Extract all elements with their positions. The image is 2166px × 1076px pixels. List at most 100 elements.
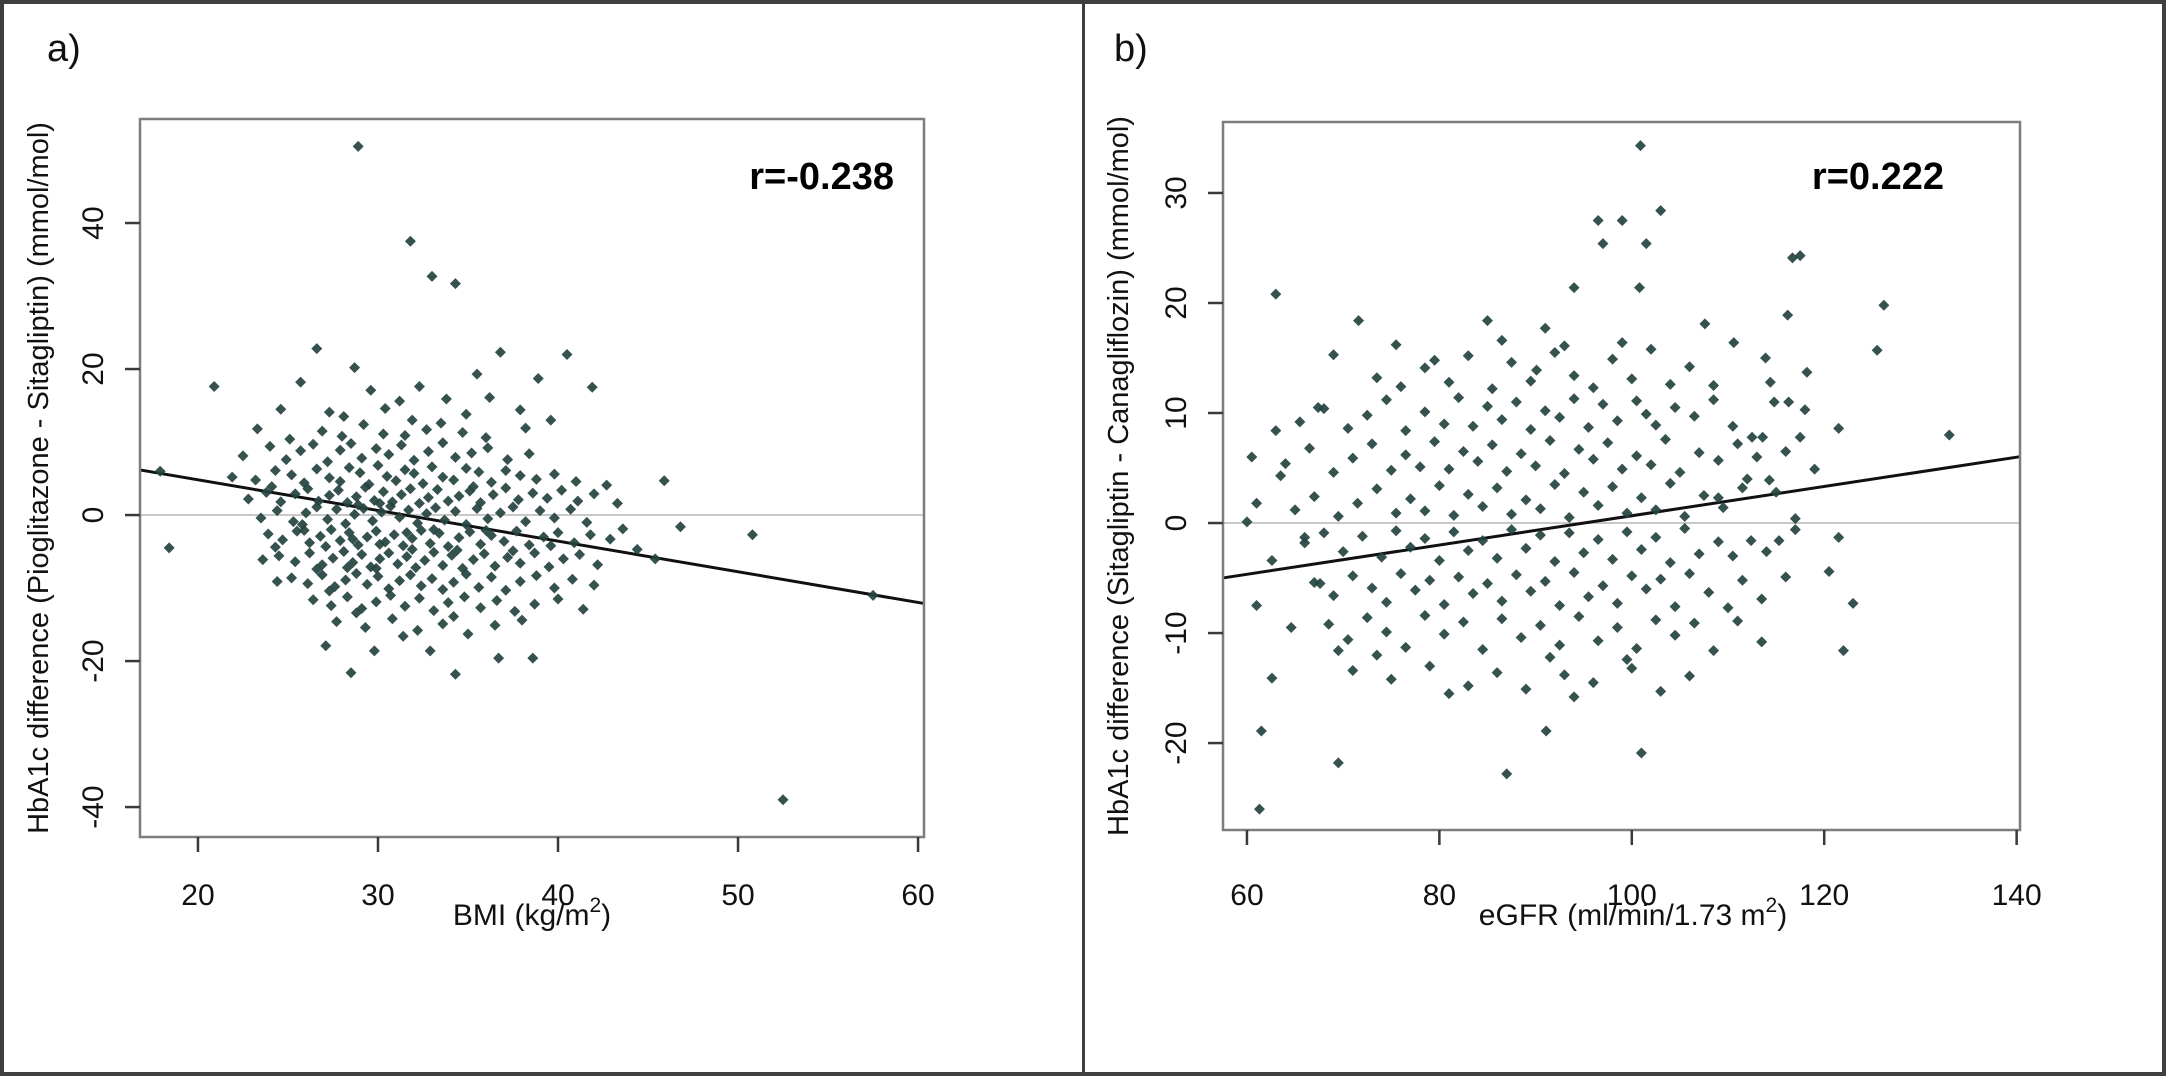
data-point (1674, 466, 1686, 478)
data-point (1789, 524, 1801, 536)
data-point (442, 495, 454, 507)
data-point (1708, 645, 1720, 657)
data-points (1241, 140, 1955, 815)
data-point (485, 476, 497, 488)
data-point (512, 494, 524, 506)
data-point (1592, 635, 1604, 647)
data-point (1429, 354, 1441, 366)
data-point (284, 433, 296, 445)
data-point (1342, 422, 1354, 434)
scatter-chart-canvas: 20 30 40 50 60 40 20 0 -20 -40 BMI (kg/m2) HbA1c di… (23, 116, 2042, 932)
data-point (1699, 318, 1711, 330)
x-axis-title: eGFR (ml/min/1.73 m2) (1479, 894, 1787, 932)
data-point (269, 465, 281, 477)
x-tick-label: 20 (181, 879, 214, 912)
y-tick-label: 20 (77, 352, 110, 385)
data-point (494, 346, 506, 358)
data-point (592, 559, 604, 571)
data-point (658, 475, 670, 487)
data-point (473, 581, 485, 593)
data-point (1255, 725, 1267, 737)
data-point (1409, 584, 1421, 596)
data-point (1554, 639, 1566, 651)
data-point (1525, 375, 1537, 387)
data-point (341, 497, 353, 509)
data-point (1640, 583, 1652, 595)
data-point (1833, 422, 1845, 434)
data-point (1756, 636, 1768, 648)
data-point (325, 600, 337, 612)
data-point (1741, 473, 1753, 485)
data-point (392, 558, 404, 570)
data-point (1419, 532, 1431, 544)
y-tick-label: -40 (77, 785, 110, 828)
data-point (352, 539, 364, 551)
data-point (1871, 344, 1883, 356)
data-point (552, 593, 564, 605)
y-tick-label: 0 (1160, 515, 1193, 532)
data-point (1587, 382, 1599, 394)
data-point (1640, 238, 1652, 250)
data-point (458, 591, 470, 603)
data-point (208, 381, 220, 393)
data-point (302, 578, 314, 590)
data-point (1371, 649, 1383, 661)
data-point (1578, 486, 1590, 498)
data-point (1380, 626, 1392, 638)
data-point (1477, 501, 1489, 513)
data-point (1395, 568, 1407, 580)
x-tick-label: 80 (1423, 879, 1456, 912)
data-point (1318, 403, 1330, 415)
data-point (440, 393, 452, 405)
data-point (397, 540, 409, 552)
data-point (1506, 356, 1518, 368)
data-point (1563, 527, 1575, 539)
data-point (327, 552, 339, 564)
data-point (390, 475, 402, 487)
data-point (404, 235, 416, 247)
x-tick-label: 50 (721, 879, 754, 912)
data-point (631, 543, 643, 555)
data-point (311, 501, 323, 513)
data-point (1477, 535, 1489, 547)
y-tick-label: -10 (1160, 611, 1193, 654)
data-point (570, 475, 582, 487)
data-point (1568, 567, 1580, 579)
data-point (527, 487, 539, 499)
data-point (415, 524, 427, 536)
data-point (422, 446, 434, 458)
data-point (374, 553, 386, 565)
data-point (1462, 545, 1474, 557)
data-point (1400, 641, 1412, 653)
regression-line (1222, 455, 2021, 580)
data-point (1722, 602, 1734, 614)
data-point (1525, 424, 1537, 436)
data-point (1534, 619, 1546, 631)
data-point (1573, 611, 1585, 623)
data-point (1703, 586, 1715, 598)
data-point (1337, 546, 1349, 558)
data-point (302, 483, 314, 495)
data-point (370, 596, 382, 608)
data-point (361, 531, 373, 543)
data-point (1467, 587, 1479, 599)
data-point (376, 506, 388, 518)
data-point (311, 343, 323, 355)
panel-divider-line (1082, 4, 1085, 1072)
data-point (1768, 396, 1780, 408)
data-point (365, 384, 377, 396)
data-point (437, 559, 449, 571)
data-point (372, 459, 384, 471)
data-point (1453, 571, 1465, 583)
data-point (1361, 612, 1373, 624)
data-point (1780, 571, 1792, 583)
data-point (1621, 507, 1633, 519)
data-point (1583, 591, 1595, 603)
data-point (437, 618, 449, 630)
data-point (1732, 615, 1744, 627)
data-point (561, 348, 573, 360)
data-point (1568, 282, 1580, 294)
data-point (1328, 349, 1340, 361)
data-point (354, 467, 366, 479)
y-tick-label: 20 (1160, 286, 1193, 319)
